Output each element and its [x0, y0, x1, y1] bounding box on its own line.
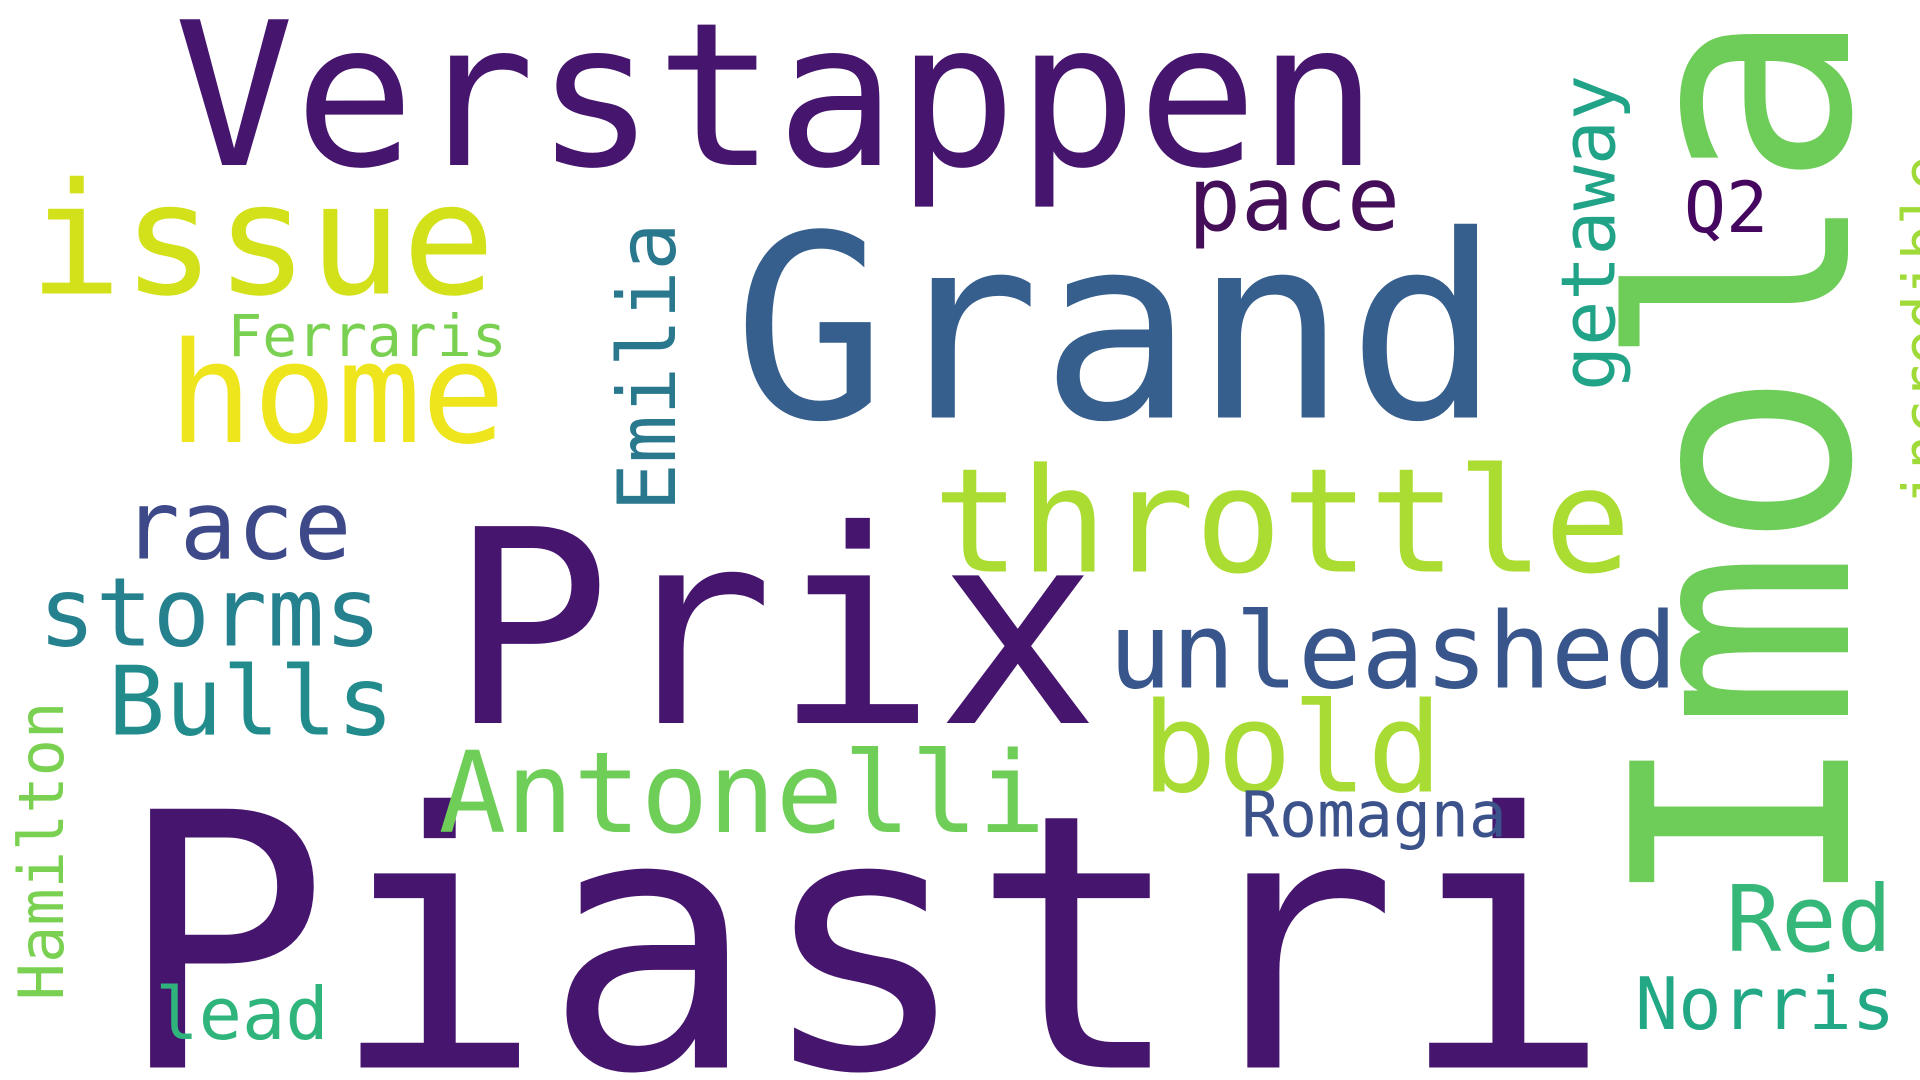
word-bulls: Bulls — [108, 647, 394, 758]
word-issue: issue — [28, 149, 496, 331]
word-norris: Norris — [1634, 962, 1896, 1046]
word-home: home — [168, 313, 506, 476]
word-grand: Grand — [733, 181, 1501, 479]
word-pace: pace — [1188, 148, 1400, 251]
word-red: Red — [1725, 866, 1893, 973]
word-storms: storms — [38, 558, 382, 669]
word-throttle: throttle — [932, 437, 1632, 607]
word-getaway: getaway — [1544, 74, 1633, 392]
word-ferraris: Ferraris — [227, 302, 507, 370]
word-romagna: Romagna — [1241, 778, 1507, 852]
word-bold: bold — [1141, 676, 1443, 822]
word-hamilton: Hamilton — [5, 701, 78, 1001]
word-lead: lead — [155, 972, 329, 1056]
word-verstappen: Verstappen — [173, 0, 1379, 213]
word-prix: Prix — [448, 472, 1100, 787]
word-piastri: Piastri — [115, 737, 1613, 1080]
word-unleashed: unleashed — [1108, 590, 1678, 713]
word-incredible: incredible — [1890, 155, 1920, 505]
word-race: race — [122, 471, 352, 582]
word-imola: Imola — [1570, 8, 1919, 912]
word-q2: Q2 — [1683, 167, 1769, 249]
word-emilia: Emilia — [601, 222, 694, 512]
word-antonelli: Antonelli — [438, 729, 1046, 859]
